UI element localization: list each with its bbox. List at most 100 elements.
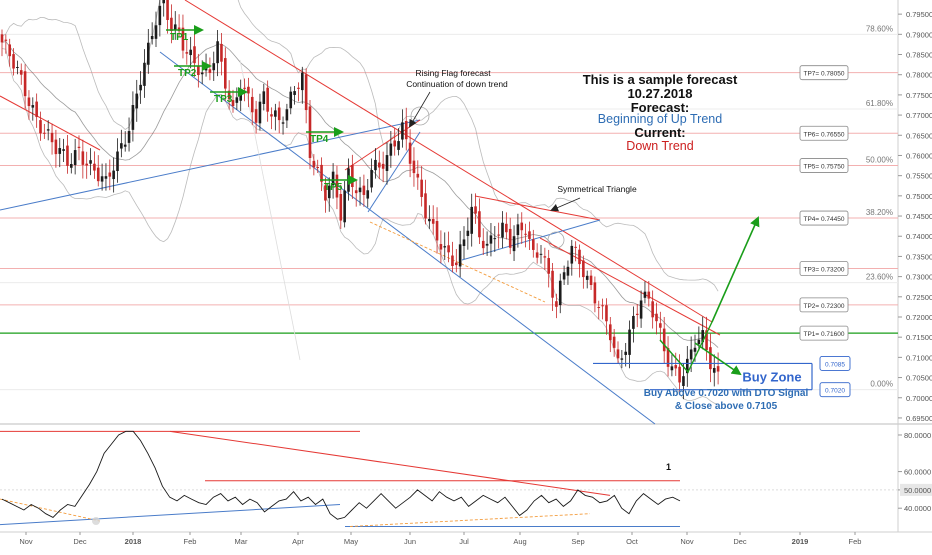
candle-body	[281, 122, 285, 124]
buy-zone-lower-label: 0.7020	[825, 388, 845, 395]
fib-level-label: 38.20%	[866, 208, 893, 217]
candle-body	[362, 185, 366, 195]
candle-body	[285, 109, 289, 121]
candle-body	[173, 24, 177, 31]
time-tick-label: Feb	[184, 537, 197, 546]
candle-body	[23, 71, 27, 97]
triangle-circle	[547, 231, 565, 249]
candle-body	[466, 230, 470, 236]
forecast-label: Forecast:	[631, 100, 690, 115]
osc-blue-trendline	[0, 504, 341, 526]
price-tick-label: 0.72500	[906, 293, 932, 302]
candle-body	[370, 170, 373, 188]
candle-body	[227, 90, 231, 100]
candle-body	[293, 91, 296, 95]
candle-body	[439, 244, 443, 250]
candle-body	[19, 70, 23, 75]
candle-body	[331, 171, 335, 186]
forecast-title: This is a sample forecast	[583, 72, 738, 87]
support-trendline	[0, 119, 421, 211]
candle-body	[235, 97, 239, 103]
price-tick-label: 0.77500	[906, 91, 932, 100]
axis-layer: 0.69500 0.70000 0.70500 0.71000 0.71500 0.720…	[19, 10, 932, 546]
candle-body	[628, 329, 631, 355]
candle-body	[343, 190, 346, 223]
candle-body	[462, 239, 466, 246]
candle-body	[447, 245, 450, 253]
osc-line	[1, 430, 681, 520]
osc-tick-label: 50.0000	[904, 486, 931, 495]
candle-body	[89, 160, 92, 164]
candle-body	[404, 120, 408, 140]
tp-level-label: TP1= 0.71600	[803, 331, 844, 338]
candle-body	[66, 145, 69, 166]
candle-body	[4, 39, 8, 41]
candle-body	[324, 185, 327, 201]
osc-current-box	[900, 483, 932, 496]
rising-flag-subtitle: Continuation of down trend	[406, 79, 508, 89]
time-tick-label: Jul	[459, 537, 469, 546]
candle-body	[555, 301, 558, 307]
candle-body	[424, 193, 427, 219]
candle-body	[150, 35, 154, 40]
candle-body	[493, 238, 497, 240]
tp-marker-label: TP1	[170, 32, 189, 43]
tp-marker-label: TP2	[178, 68, 197, 79]
candle-body	[397, 141, 400, 150]
tp-level-label: TP6= 0.76550	[803, 131, 844, 138]
candle-body	[686, 358, 689, 374]
tp-level-box	[799, 158, 849, 173]
candle-body	[266, 87, 269, 112]
rising-flag-pointer	[408, 91, 431, 128]
candle-body	[31, 105, 35, 108]
candle-body	[147, 42, 150, 65]
candle-body	[327, 185, 331, 199]
candle-body	[501, 222, 504, 238]
candle-body	[678, 366, 681, 383]
candle-body	[85, 163, 88, 166]
osc-tick-label: 60.0000	[904, 468, 931, 477]
candle-body	[54, 139, 58, 155]
candle-body	[239, 89, 242, 101]
candle-body	[181, 27, 185, 51]
candle-body	[247, 86, 250, 94]
candle-body	[485, 243, 489, 246]
price-tick-label: 0.74500	[906, 212, 932, 221]
candle-body	[528, 231, 531, 239]
candle-body	[320, 164, 323, 182]
tp-level-box	[799, 325, 849, 341]
candle-body	[158, 5, 162, 26]
candle-body	[539, 253, 543, 255]
price-tick-label: 0.75500	[906, 172, 932, 181]
osc-orange-line-2	[349, 513, 591, 527]
candle-body	[50, 132, 54, 143]
oscillator-layer: 40.0000 50.0000 60.0000 80.0000 1	[0, 430, 932, 528]
osc-orange-line-1	[0, 498, 101, 522]
candle-body	[8, 44, 11, 57]
descending-resistance-late	[539, 237, 721, 336]
candle-body	[643, 291, 647, 298]
candle-body	[689, 349, 693, 360]
tp-level-box	[799, 65, 849, 81]
candle-body	[354, 190, 358, 194]
forecast-dip-path	[659, 321, 713, 374]
time-tick-label: Nov	[19, 537, 33, 546]
candle-body	[39, 120, 42, 134]
candle-body	[570, 245, 574, 264]
candle-body	[624, 351, 627, 355]
price-tick-label: 0.76500	[906, 131, 932, 140]
price-tick-label: 0.79000	[906, 30, 932, 39]
candle-body	[258, 101, 262, 124]
fib-level-label: 23.60%	[866, 273, 893, 282]
candle-body	[46, 129, 50, 131]
candle-body	[381, 163, 385, 169]
candle-body	[93, 163, 96, 171]
candle-body	[162, 0, 165, 4]
candle-body	[0, 34, 4, 43]
price-tick-label: 0.71500	[906, 333, 932, 342]
candle-body	[304, 74, 308, 111]
candle-body	[366, 190, 370, 199]
candle-body	[435, 221, 439, 241]
candle-body	[316, 167, 319, 169]
